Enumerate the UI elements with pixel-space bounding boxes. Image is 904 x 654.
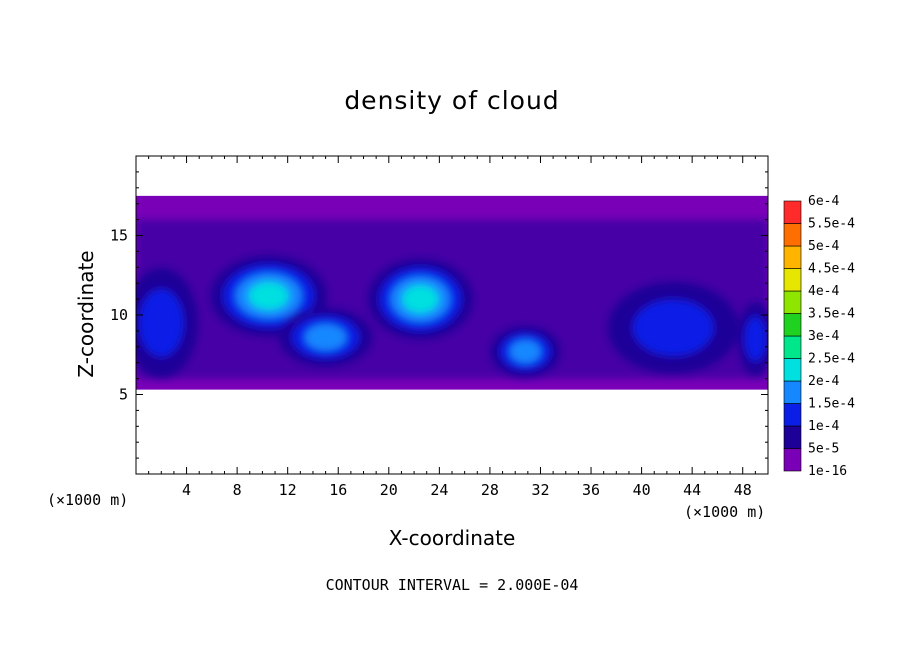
colorbar-swatch	[783, 448, 802, 472]
x-tick-label: 24	[430, 481, 448, 499]
y-axis-label: Z-coordinate	[74, 250, 98, 378]
colorbar-swatch	[783, 200, 802, 224]
cloud-cell-6-level-2	[744, 316, 767, 362]
colorbar-label: 1e-16	[808, 464, 847, 479]
colorbar-label: 4e-4	[808, 284, 839, 299]
colorbar-label: 3e-4	[808, 329, 839, 344]
x-unit-label-right: (×1000 m)	[684, 503, 766, 521]
cloud-cell-5-level-2	[138, 289, 184, 357]
cloud-cell-2-level-3	[304, 324, 347, 351]
colorbar-swatch	[783, 223, 802, 247]
colorbar-swatch	[783, 313, 802, 337]
x-tick-label: 48	[734, 481, 752, 499]
x-tick-label: 8	[233, 481, 242, 499]
colorbar-label: 1e-4	[808, 419, 839, 434]
colorbar-swatch	[783, 358, 802, 382]
colorbar-swatch	[783, 245, 802, 269]
x-tick-label: 20	[380, 481, 398, 499]
colorbar-swatch	[783, 380, 802, 404]
cloud-cell-3-level-3	[509, 340, 541, 363]
colorbar-label: 6e-4	[808, 194, 839, 209]
y-tick-label: 5	[119, 386, 128, 404]
x-tick-label: 36	[582, 481, 600, 499]
plot-area	[136, 195, 768, 390]
colorbar-label: 5e-4	[808, 239, 839, 254]
colorbar-label: 3.5e-4	[808, 307, 855, 322]
x-tick-label: 12	[279, 481, 297, 499]
colorbar-swatch	[783, 335, 802, 359]
colorbar-swatch	[783, 403, 802, 427]
colorbar-label: 1.5e-4	[808, 397, 855, 412]
chart-title: density of cloud	[344, 86, 560, 115]
y-tick-label: 15	[110, 227, 128, 245]
colorbar-swatch	[783, 290, 802, 314]
x-axis-label: X-coordinate	[388, 526, 516, 550]
cloud-cell-4-level-2	[632, 299, 714, 356]
contour-interval-note: CONTOUR INTERVAL = 2.000E-04	[325, 576, 579, 594]
y-tick-label: 10	[110, 306, 128, 324]
colorbar-label: 4.5e-4	[808, 262, 855, 277]
x-unit-label-left: (×1000 m)	[47, 491, 129, 509]
colorbar: 1e-16 5e-5 1e-4 1.5e-4 2e-4 2.5e-4 3e-4 3.5e-4 4…	[783, 194, 855, 479]
colorbar-label: 5e-5	[808, 442, 839, 457]
x-tick-label: 28	[481, 481, 499, 499]
x-tick-label: 40	[633, 481, 651, 499]
cloud-cell-1-level-4	[402, 285, 439, 314]
x-tick-label: 32	[531, 481, 549, 499]
cloud-cells	[136, 255, 768, 378]
colorbar-swatch	[783, 268, 802, 292]
colorbar-swatch	[783, 425, 802, 449]
colorbar-label: 2e-4	[808, 374, 839, 389]
colorbar-label: 5.5e-4	[808, 217, 855, 232]
x-tick-label: 44	[683, 481, 701, 499]
cloud-cell-0-level-4	[248, 281, 289, 310]
colorbar-label: 2.5e-4	[808, 352, 855, 367]
x-tick-label: 16	[329, 481, 347, 499]
x-tick-label: 4	[182, 481, 191, 499]
